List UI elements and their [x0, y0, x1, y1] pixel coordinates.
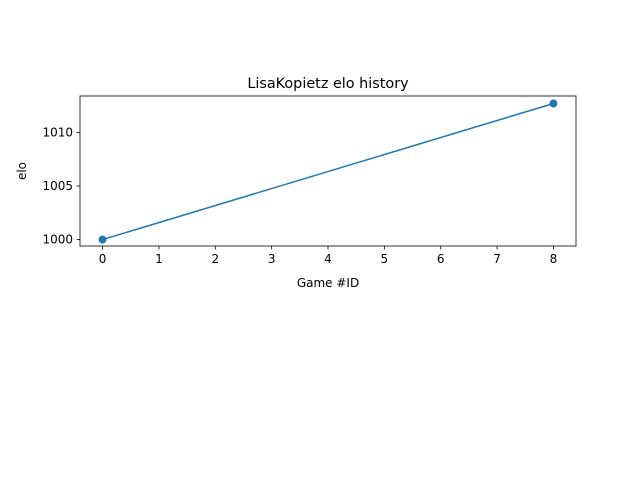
x-tick-label: 4 — [324, 252, 332, 266]
x-tick-label: 5 — [381, 252, 389, 266]
chart-title: LisaKopietz elo history — [247, 76, 409, 92]
data-point — [98, 235, 107, 244]
x-tick-label: 2 — [211, 252, 219, 266]
y-axis-label: elo — [15, 162, 29, 180]
x-tick-label: 7 — [493, 252, 501, 266]
x-tick-label: 6 — [437, 252, 445, 266]
series-line — [102, 102, 554, 241]
data-point — [549, 99, 558, 108]
x-tick-label: 1 — [155, 252, 163, 266]
y-tick-label: 1010 — [42, 125, 73, 139]
y-tick-label: 1000 — [42, 233, 73, 247]
x-axis-label: Game #ID — [297, 276, 359, 290]
x-tick-label: 8 — [550, 252, 558, 266]
y-tick-label: 1005 — [42, 179, 73, 193]
x-tick-label: 0 — [99, 252, 107, 266]
plot-area: 0 1 2 3 4 5 6 7 8 1000 1005 1010 — [42, 95, 577, 266]
x-tick-label: 3 — [268, 252, 276, 266]
